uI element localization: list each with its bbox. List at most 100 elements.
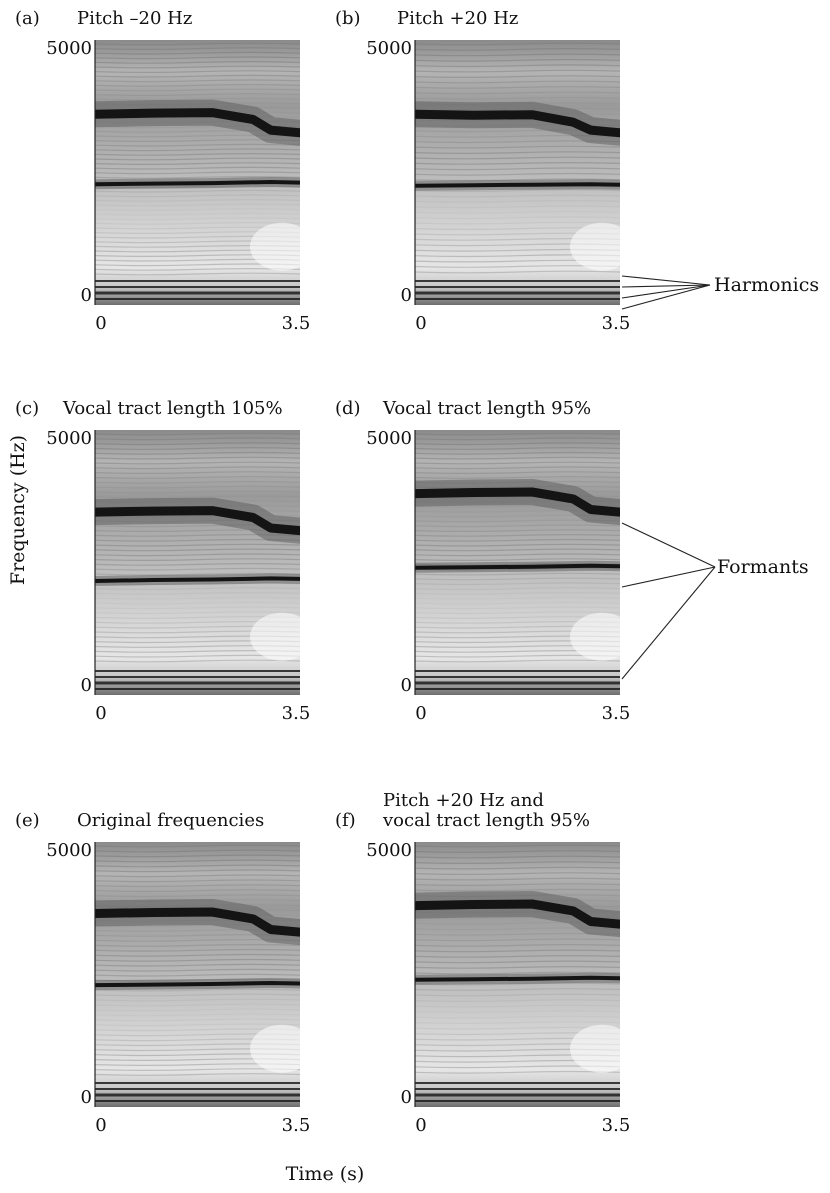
harmonic-striation	[415, 500, 620, 503]
harmonic-striation	[95, 958, 300, 962]
harmonic-striation	[95, 899, 300, 902]
harmonic-striation	[95, 194, 300, 198]
harmonic-striation	[415, 69, 620, 73]
harmonic-striation	[95, 534, 300, 537]
harmonic-striation	[415, 872, 620, 875]
y-tick-label: 5000	[46, 38, 92, 59]
harmonic-striation	[95, 490, 300, 494]
harmonic-striation	[415, 200, 620, 203]
harmonic-striation	[415, 993, 620, 997]
harmonics-pointer	[621, 284, 711, 288]
harmonic-striation	[95, 217, 300, 221]
formant-track	[95, 180, 300, 187]
harmonic-striation	[95, 514, 300, 518]
harmonic-striation	[95, 849, 300, 853]
harmonic-striation	[415, 447, 620, 450]
harmonic-striation	[415, 949, 620, 953]
formant-track	[95, 981, 300, 988]
x-tick-label: 3.5	[602, 313, 631, 334]
harmonics-pointer	[621, 284, 711, 299]
y-tick-label: 0	[401, 675, 412, 696]
harmonic-striation	[415, 1010, 620, 1013]
harmonic-striation	[415, 64, 620, 68]
harmonic-striation	[415, 877, 620, 881]
formant-track	[95, 907, 300, 937]
y-tick-label: 0	[81, 675, 92, 696]
formants-pointer	[621, 522, 716, 568]
harmonic-striation	[415, 519, 620, 523]
harmonic-striation	[95, 176, 300, 179]
harmonic-striation	[415, 75, 620, 78]
harmonics-pointer	[621, 275, 711, 286]
harmonic-striation	[415, 485, 620, 489]
harmonic-striation	[95, 56, 300, 60]
panel-letter: (a)	[15, 8, 40, 29]
harmonic-striation	[415, 844, 620, 848]
panel-title: Vocal tract length 105%	[62, 398, 283, 419]
harmonic-striation	[415, 480, 620, 484]
harmonic-striation	[415, 971, 620, 975]
harmonic-striation	[95, 963, 300, 967]
x-tick-label: 0	[95, 703, 106, 724]
harmonic-striation	[415, 476, 620, 479]
y-tick-label: 0	[81, 285, 92, 306]
harmonic-striation	[415, 91, 620, 95]
harmonic-striation	[95, 139, 300, 142]
harmonic-striation	[415, 1021, 620, 1024]
harmonic-striation	[415, 850, 620, 853]
harmonic-striation	[95, 874, 300, 878]
harmonic-striation	[95, 993, 300, 997]
harmonic-striation	[415, 567, 620, 571]
y-tick-label: 5000	[366, 38, 412, 59]
harmonic-striation	[415, 194, 620, 198]
harmonic-striation	[95, 74, 300, 78]
formant-track	[95, 576, 300, 583]
harmonic-striation	[415, 86, 620, 89]
bright-region	[570, 222, 620, 271]
harmonics-label: Harmonics	[714, 274, 819, 296]
harmonic-striation	[95, 143, 300, 147]
y-tick-label: 0	[401, 1087, 412, 1108]
harmonic-striation	[95, 480, 300, 484]
harmonic-striation	[415, 982, 620, 986]
harmonic-striation	[415, 1004, 620, 1008]
harmonic-striation	[415, 456, 620, 460]
harmonic-striation	[95, 162, 300, 165]
harmonic-striation	[95, 904, 300, 907]
harmonic-striation	[95, 471, 300, 474]
spectrogram-panel: (c) Vocal tract length 105% 5000 00 3.5	[15, 398, 310, 724]
harmonic-striation	[95, 1013, 300, 1017]
formant-track	[415, 487, 620, 517]
harmonic-striation	[95, 601, 300, 605]
harmonic-striation	[95, 558, 300, 561]
harmonic-striation	[415, 888, 620, 892]
formant-track	[415, 899, 620, 929]
harmonic-striation	[95, 519, 300, 523]
harmonic-striation	[95, 116, 300, 119]
harmonic-striation	[415, 534, 620, 537]
harmonic-striation	[95, 120, 300, 124]
harmonic-striation	[415, 53, 620, 57]
harmonic-striation	[95, 884, 300, 888]
formants-pointer	[621, 566, 716, 588]
y-tick-label: 5000	[46, 840, 92, 861]
harmonic-striation	[95, 553, 300, 557]
harmonic-striation	[95, 659, 300, 663]
harmonic-striation	[95, 47, 300, 50]
harmonic-striation	[415, 910, 620, 914]
harmonic-striation	[415, 189, 620, 192]
panel-title: Pitch –20 Hz	[77, 8, 192, 29]
harmonic-striation	[95, 171, 300, 175]
harmonic-striation	[95, 88, 300, 92]
harmonic-striation	[95, 189, 300, 193]
harmonic-striation	[95, 592, 300, 595]
harmonic-striation	[415, 548, 620, 552]
harmonic-striation	[95, 203, 300, 207]
x-axis-title: Time (s)	[286, 1163, 365, 1185]
panel-title: Pitch +20 Hz and	[383, 790, 544, 811]
harmonic-striation	[415, 1015, 620, 1019]
harmonic-striation	[415, 145, 620, 149]
panel-title: Vocal tract length 95%	[382, 398, 591, 419]
